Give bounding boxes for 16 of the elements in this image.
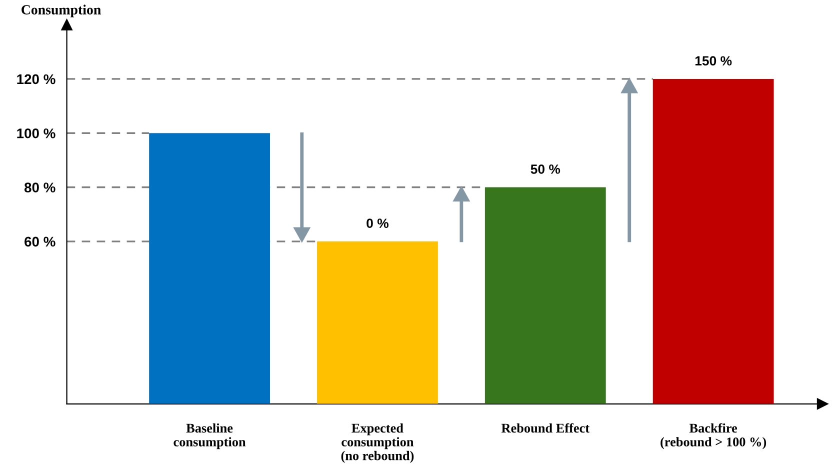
y-tick-label: 100 % xyxy=(17,128,56,138)
x-tick-label: Backfire (rebound > 100 %) xyxy=(660,423,766,450)
y-tick-label: 80 % xyxy=(24,182,56,192)
annotation: 50 % xyxy=(530,164,560,174)
y-tick-label: 60 % xyxy=(24,236,56,247)
bar xyxy=(149,133,270,404)
x-tick-label: Expected consumption (no rebound) xyxy=(341,423,414,463)
bar xyxy=(484,187,606,404)
y-tick-label: 120 % xyxy=(17,74,56,84)
bar xyxy=(317,241,438,404)
bar xyxy=(652,78,774,404)
x-tick-label: Rebound Effect xyxy=(501,423,590,433)
annotation: 0 % xyxy=(366,218,388,228)
x-tick-label: Baseline consumption xyxy=(174,423,246,450)
annotation: 150 % xyxy=(695,56,732,66)
y-axis-title: Consumption xyxy=(22,4,101,18)
